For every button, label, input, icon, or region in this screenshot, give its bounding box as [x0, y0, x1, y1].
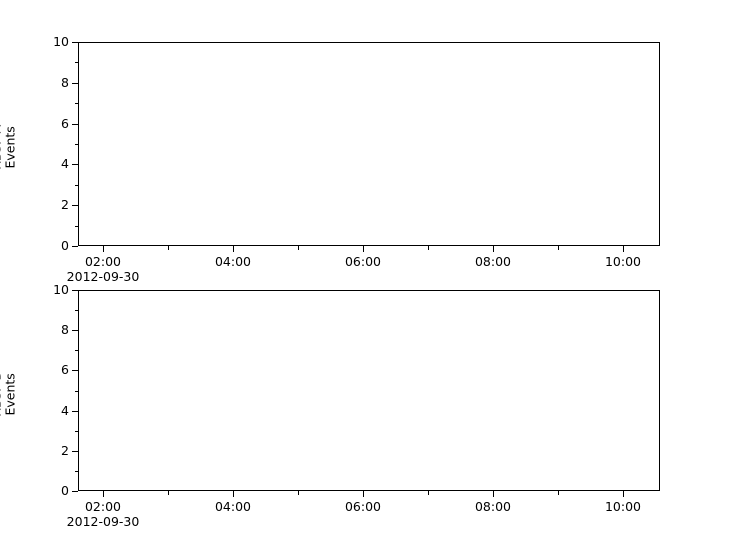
y-tick-major — [72, 491, 78, 492]
y-axis-label-rbsp-a: RBSP-A Events — [0, 87, 18, 207]
x-tick-label: 08:00 — [474, 254, 512, 269]
x-tick-minor — [428, 491, 429, 495]
y-tick-label: 0 — [61, 237, 69, 253]
y-tick-minor — [74, 390, 78, 392]
axes-frame-rbsp-a — [78, 42, 660, 246]
y-tick-minor — [74, 103, 78, 105]
x-axis-date-label: 2012-09-30 — [66, 513, 140, 529]
y-tick-major — [72, 123, 78, 125]
x-tick-major — [493, 491, 494, 497]
y-tick-major — [72, 410, 78, 412]
x-tick-major — [623, 491, 624, 497]
x-tick-major — [103, 491, 104, 497]
x-tick-major — [233, 491, 234, 497]
x-tick-minor — [558, 246, 559, 250]
y-tick-label: 8 — [61, 321, 69, 337]
y-tick-label: 2 — [61, 442, 69, 458]
y-tick-label: 6 — [61, 115, 69, 131]
y-tick-major — [72, 330, 78, 332]
y-tick-minor — [74, 184, 78, 186]
x-tick-label-time: 02:00 — [84, 254, 122, 269]
y-tick-minor — [74, 430, 78, 432]
y-tick-label: 6 — [61, 362, 69, 378]
y-tick-minor — [74, 62, 78, 64]
y-tick-major — [72, 370, 78, 372]
x-tick-major — [363, 246, 364, 252]
y-axis-label-rbsp-b: RBSP-B Events — [0, 334, 18, 454]
y-tick-major — [72, 164, 78, 166]
x-tick-label: 08:00 — [474, 499, 512, 514]
y-tick-label: 0 — [61, 482, 69, 498]
x-tick-label: 06:00 — [344, 499, 382, 514]
y-axis-label-line-2: Events — [3, 126, 18, 169]
x-tick-major — [493, 246, 494, 252]
y-tick-label: 4 — [61, 402, 69, 418]
y-tick-major — [72, 82, 78, 84]
y-tick-minor — [74, 350, 78, 352]
y-axis-label-line-2: Events — [3, 372, 18, 416]
y-tick-major — [72, 205, 78, 207]
y-tick-minor — [74, 310, 78, 312]
axes-frame-rbsp-b — [78, 290, 660, 491]
x-tick-label: 06:00 — [344, 254, 382, 269]
x-tick-label: 10:00 — [604, 499, 642, 514]
y-tick-minor — [74, 144, 78, 145]
plot-panel-rbsp-b: RBSP-B Events 10 8 6 4 2 0 02:00 2012-09… — [0, 283, 660, 529]
x-tick-minor — [558, 491, 559, 495]
y-tick-major — [72, 450, 78, 452]
x-tick-major — [363, 491, 364, 497]
x-tick-minor — [298, 246, 299, 250]
y-tick-label: 10 — [53, 33, 69, 49]
x-tick-major — [103, 246, 104, 252]
x-tick-label: 02:00 2012-09-30 — [66, 499, 140, 530]
x-tick-label: 04:00 — [214, 254, 252, 269]
x-tick-minor — [298, 491, 299, 495]
y-tick-minor — [74, 225, 78, 227]
x-tick-label: 04:00 — [214, 499, 252, 514]
y-tick-label: 10 — [53, 281, 69, 297]
y-tick-major — [72, 290, 78, 291]
x-tick-major — [233, 246, 234, 252]
x-tick-label: 02:00 2012-09-30 — [66, 254, 140, 285]
y-tick-minor — [74, 470, 78, 472]
y-tick-label: 2 — [61, 196, 69, 212]
x-tick-label: 10:00 — [604, 254, 642, 269]
x-tick-minor — [168, 491, 169, 495]
x-tick-label-time: 02:00 — [84, 499, 122, 514]
y-tick-label: 4 — [61, 156, 69, 172]
y-tick-major — [72, 246, 78, 247]
x-tick-minor — [168, 246, 169, 250]
x-tick-major — [623, 246, 624, 252]
x-axis-date-label: 2012-09-30 — [66, 268, 140, 284]
y-tick-label: 8 — [61, 74, 69, 90]
y-tick-major — [72, 42, 78, 43]
plot-panel-rbsp-a: RBSP-A Events 10 8 6 4 2 0 02:00 2012-09… — [0, 35, 660, 284]
x-tick-minor — [428, 246, 429, 250]
